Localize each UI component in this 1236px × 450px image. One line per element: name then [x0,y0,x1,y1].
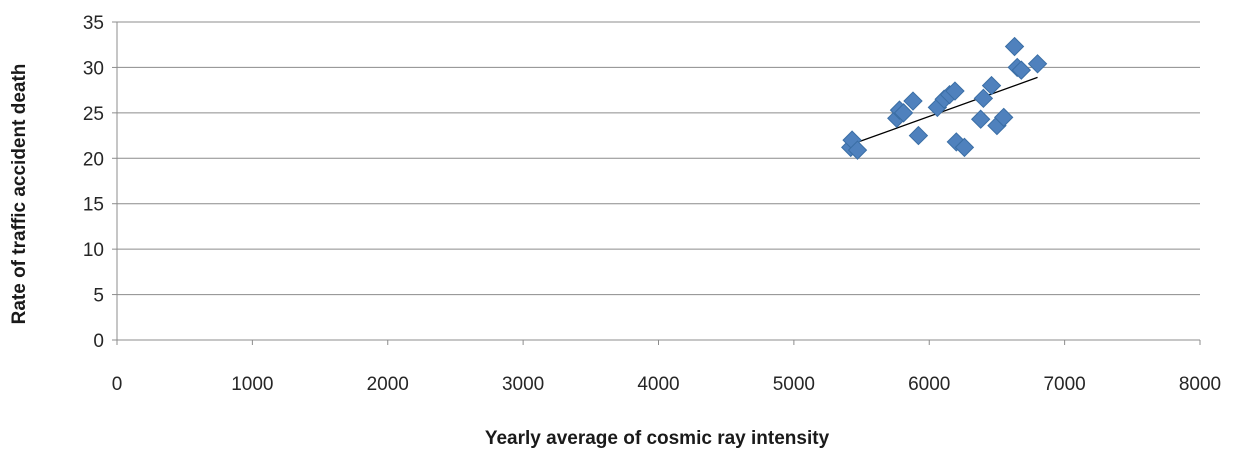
x-tick-label: 1000 [231,374,273,395]
y-tick-label: 25 [83,104,104,125]
y-tick-label: 20 [83,149,104,170]
x-tick-label: 0 [112,374,123,395]
y-tick-label: 0 [93,331,104,352]
gridlines [117,21,1200,296]
data-point-21 [1011,60,1032,80]
data-point-6 [903,91,923,111]
y-tick-label: 15 [83,195,104,216]
x-tick-label: 6000 [908,374,950,395]
data-point-15 [973,88,994,109]
y-tick-label: 5 [93,286,104,307]
data-point-7 [908,125,929,146]
y-tick-label: 10 [83,240,104,261]
x-tick-label: 4000 [637,374,679,395]
axes [112,21,1201,345]
data-point-22 [1027,54,1048,74]
trendline [850,76,1038,146]
data-point-11 [945,81,965,101]
x-tick-label: 8000 [1179,374,1221,395]
y-axis-title: Rate of traffic accident death [9,64,30,325]
trendline-layer [850,76,1038,146]
data-point-14 [970,109,991,129]
y-tick-label: 30 [83,58,104,79]
tick-labels: 0 5 10 15 20 25 30 35 0 1000 2000 3000 4000 5000 6000 7… [83,13,1221,395]
x-tick-label: 7000 [1043,374,1085,395]
data-point-5 [893,103,914,123]
data-point-19 [1004,36,1025,57]
y-tick-label: 35 [83,13,104,34]
x-axis-title: Yearly average of cosmic ray intensity [485,428,830,449]
x-tick-label: 5000 [773,374,815,395]
data-points [841,36,1048,160]
data-point-13 [954,137,975,158]
x-tick-label: 2000 [367,374,409,395]
data-point-2 [847,140,868,160]
data-point-18 [993,107,1014,128]
data-point-16 [981,75,1002,96]
x-tick-label: 3000 [502,374,544,395]
